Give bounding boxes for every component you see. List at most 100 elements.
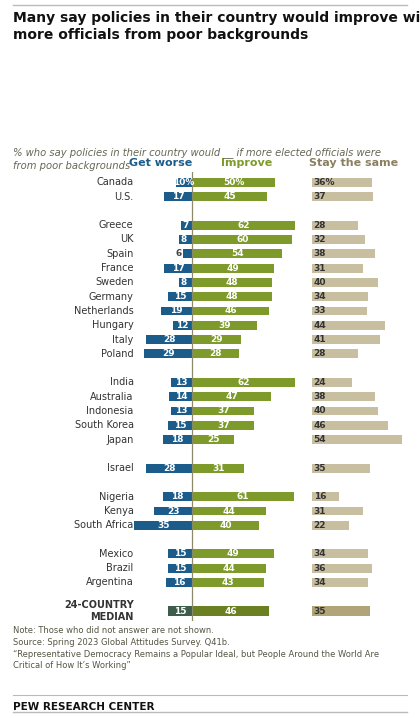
Bar [312,493,339,501]
Text: 61: 61 [237,493,249,501]
Text: 23: 23 [167,506,180,516]
Bar [192,249,282,258]
Bar [312,321,385,330]
Bar [312,220,359,230]
Bar [192,378,295,387]
Text: 17: 17 [172,192,185,201]
Bar [312,307,367,315]
Text: 31: 31 [314,506,326,516]
Text: 62: 62 [238,220,250,230]
Text: 35: 35 [314,607,326,615]
Text: 46: 46 [224,607,237,615]
Text: 36: 36 [314,564,326,573]
Text: 39: 39 [218,321,231,330]
Text: 34: 34 [314,578,326,587]
Bar [192,192,267,201]
Bar [161,307,192,315]
Bar [168,549,192,559]
Bar [192,178,276,187]
Bar [163,435,192,444]
Text: 48: 48 [226,292,239,301]
Text: 49: 49 [227,549,239,559]
Bar [312,606,370,616]
Text: Note: Those who did not answer are not shown.
Source: Spring 2023 Global Attitud: Note: Those who did not answer are not s… [13,626,379,671]
Text: 28: 28 [210,350,222,358]
Bar [176,178,192,187]
Text: 62: 62 [238,378,250,387]
Text: 40: 40 [314,406,326,416]
Text: Australia: Australia [90,392,134,401]
Bar [192,464,244,472]
Text: 25: 25 [207,435,220,444]
Text: 54: 54 [231,249,244,258]
Bar [312,192,373,201]
Text: 16: 16 [314,493,326,501]
Text: 29: 29 [210,335,223,344]
Bar [312,564,372,573]
Bar [168,421,192,429]
Text: 8: 8 [181,235,187,244]
Text: Stay the same: Stay the same [309,158,398,168]
Bar [146,464,192,472]
Text: Greece: Greece [99,220,134,230]
Text: 24: 24 [314,378,326,387]
Text: Japan: Japan [106,434,134,444]
Text: Italy: Italy [112,335,134,345]
Bar [192,220,295,230]
Bar [312,549,368,559]
Bar [192,335,241,344]
Bar [312,292,368,301]
Bar [312,278,378,286]
Text: Spain: Spain [106,248,134,258]
Bar [312,249,375,258]
Bar [179,235,192,244]
Text: Israel: Israel [107,463,134,473]
Bar [163,493,192,501]
Text: 60: 60 [236,235,249,244]
Text: 34: 34 [314,292,326,301]
Text: Indonesia: Indonesia [87,406,134,416]
Text: 37: 37 [217,421,229,430]
Bar [312,406,378,416]
Bar [192,307,269,315]
Bar [192,235,292,244]
Text: Many say policies in their country would improve with
more officials from poor b: Many say policies in their country would… [13,11,420,42]
Text: 15: 15 [174,564,186,573]
Text: Hungary: Hungary [92,320,134,330]
Text: Argentina: Argentina [86,577,134,587]
Text: 28: 28 [314,220,326,230]
Bar [181,220,192,230]
Bar [312,521,349,530]
Bar [168,606,192,616]
Bar [164,264,192,273]
Text: Sweden: Sweden [95,277,134,287]
Text: 44: 44 [314,321,326,330]
Text: 31: 31 [212,464,224,472]
Bar [168,564,192,573]
Text: 15: 15 [174,292,186,301]
Bar [312,392,375,401]
Bar [171,378,192,387]
Text: 31: 31 [314,264,326,273]
Bar [192,421,254,429]
Bar [312,350,359,358]
Bar [192,264,274,273]
Bar [192,278,272,286]
Text: 13: 13 [176,378,188,387]
Text: 17: 17 [172,264,185,273]
Text: UK: UK [120,235,134,245]
Bar [312,178,372,187]
Bar [134,521,192,530]
Text: 47: 47 [225,392,238,401]
Bar [192,406,254,416]
Text: Poland: Poland [101,349,134,359]
Text: 35: 35 [157,521,170,530]
Bar [173,321,192,330]
Text: 40: 40 [219,521,232,530]
Bar [183,249,192,258]
Text: 14: 14 [175,392,187,401]
Text: 15: 15 [174,421,186,430]
Text: 40: 40 [314,278,326,287]
Bar [192,350,239,358]
Text: 24-COUNTRY
MEDIAN: 24-COUNTRY MEDIAN [64,600,134,622]
